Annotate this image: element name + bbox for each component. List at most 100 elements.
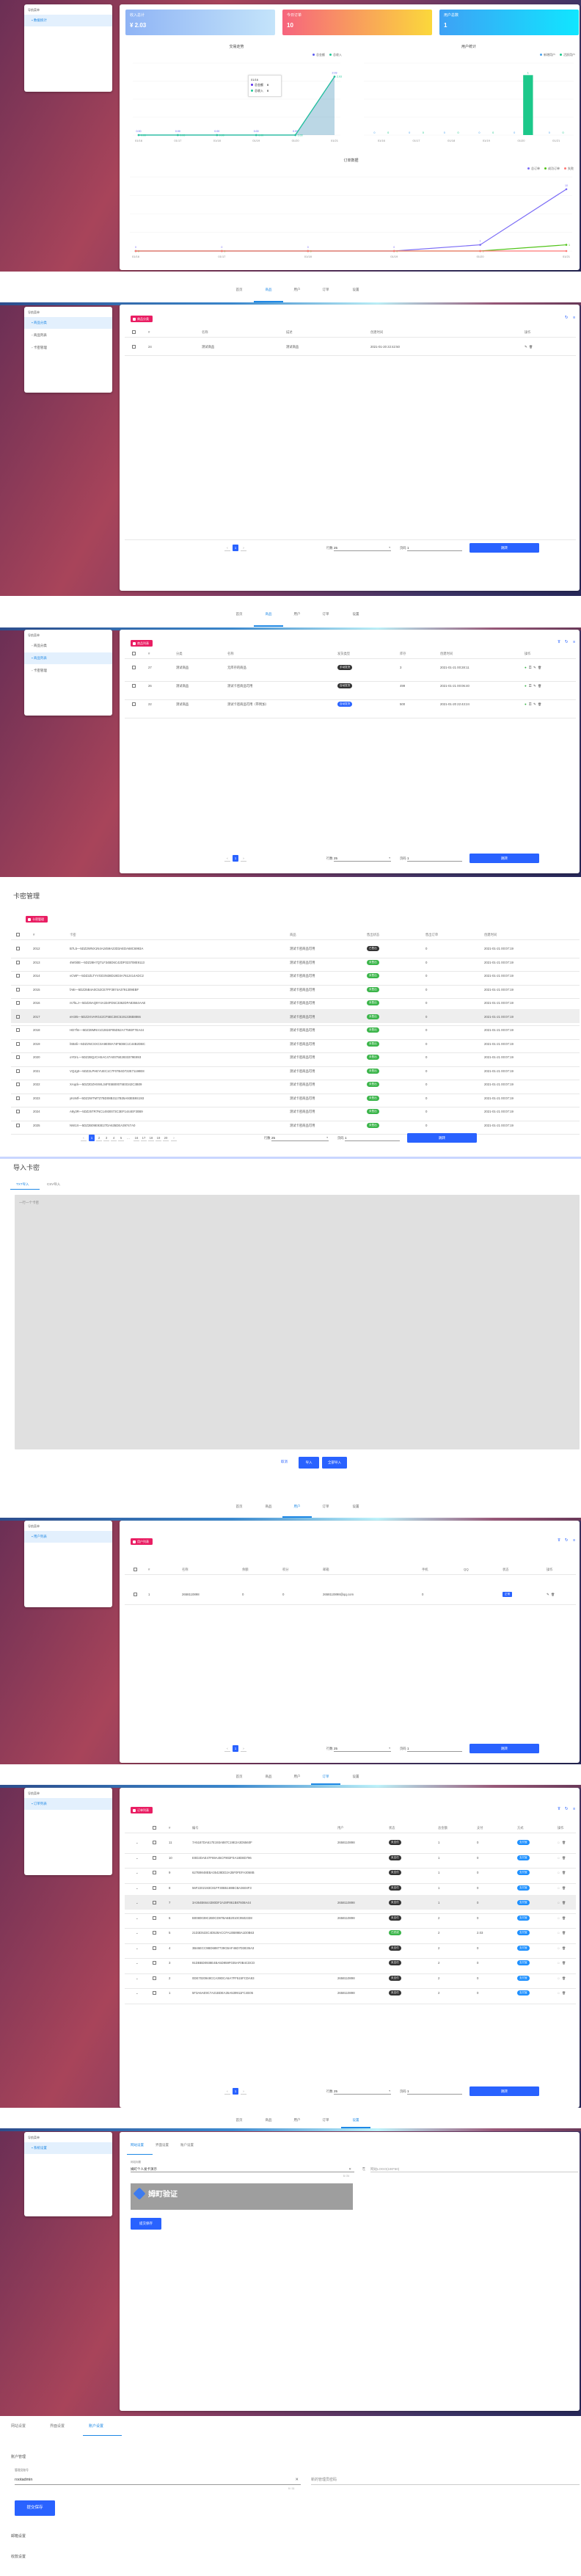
expand-chevron-icon[interactable]: ⌄ (136, 1946, 139, 1950)
sidebar-item[interactable]: ▪ 商品列表 (24, 652, 112, 664)
mail-settings-heading[interactable]: 邮箱设置 (11, 2534, 26, 2539)
page-number-input[interactable]: 1 (407, 855, 462, 862)
refresh-icon[interactable]: ↻ (565, 640, 569, 644)
view-icon[interactable]: ◌ (558, 1855, 560, 1860)
settings-tab[interactable]: 网站设置 (11, 2424, 26, 2428)
rows-per-page-select[interactable]: 25 ▾ (334, 2088, 391, 2095)
row-checkbox[interactable] (16, 1014, 20, 1019)
row-checkbox[interactable] (16, 1083, 20, 1086)
key-icon[interactable]: ⚿ (529, 666, 532, 669)
clear-icon[interactable]: ✕ (348, 2167, 351, 2171)
delete-icon[interactable]: 🗑 (562, 1885, 566, 1890)
next-page-button[interactable]: › (241, 545, 246, 551)
delete-icon[interactable]: 🗑 (538, 702, 542, 706)
row-checkbox[interactable] (16, 960, 20, 964)
refresh-icon[interactable]: ↻ (565, 1538, 569, 1543)
prev-page-button[interactable]: ‹ (81, 1135, 87, 1141)
row-checkbox[interactable] (153, 1901, 156, 1904)
nav-tab[interactable]: 首页 (235, 612, 243, 616)
page-button[interactable]: 17 (141, 1136, 147, 1141)
expand-chevron-icon[interactable]: ⌄ (136, 1931, 139, 1935)
row-checkbox[interactable] (16, 1001, 20, 1005)
row-checkbox[interactable] (153, 1915, 156, 1920)
row-checkbox[interactable] (132, 702, 136, 706)
admin-account-input[interactable]: rootadmin ✕ (15, 2477, 301, 2485)
page-button[interactable]: 1 (233, 1745, 238, 1752)
page-button[interactable]: 1 (233, 2088, 238, 2095)
row-checkbox[interactable] (132, 666, 136, 669)
expand-chevron-icon[interactable]: ⌄ (136, 1961, 139, 1965)
sidebar-item[interactable]: ▪ 订单列表 (24, 1798, 112, 1810)
logo-file-input[interactable]: 网站LOGO(190*50) (370, 2166, 578, 2172)
view-icon[interactable]: ◌ (558, 1901, 560, 1904)
settings-tab[interactable]: 界面设置 (50, 2424, 65, 2428)
next-page-button[interactable]: › (241, 1745, 246, 1752)
page-button[interactable]: 3 (103, 1135, 109, 1141)
row-checkbox[interactable] (153, 1991, 156, 1995)
legend-item[interactable]: 总订单 (527, 167, 540, 171)
card-keys-textarea[interactable]: 一行一个卡密 (15, 1195, 580, 1449)
legend-item[interactable]: 总金额 (313, 53, 325, 57)
enabled-status-icon[interactable]: ● (525, 702, 527, 706)
nav-tab[interactable]: 首页 (235, 288, 243, 292)
row-checkbox[interactable] (153, 1855, 156, 1860)
nav-tab[interactable]: 订单 (322, 288, 329, 292)
delete-icon[interactable]: 🗑 (562, 1915, 566, 1920)
nav-tab[interactable]: 首页 (235, 1504, 243, 1508)
row-checkbox[interactable] (16, 1110, 20, 1113)
page-number-input[interactable]: 1 (345, 1135, 400, 1141)
expand-chevron-icon[interactable]: ⌄ (136, 1901, 139, 1904)
import-tab[interactable]: TXT导入 (16, 1182, 29, 1186)
rows-per-page-select[interactable]: 25 ▾ (334, 855, 391, 862)
sidebar-item[interactable]: ◦ 卡密管理 (24, 342, 112, 354)
expand-chevron-icon[interactable]: ⌄ (136, 1871, 139, 1874)
page-button[interactable]: 4 (111, 1135, 117, 1141)
section-tag[interactable]: 商品分类 (131, 316, 153, 322)
payment-settings-heading[interactable]: 收款设置 (11, 2555, 26, 2559)
nav-tab[interactable]: 设置 (352, 2117, 359, 2122)
nav-tab[interactable]: 设置 (352, 612, 359, 616)
edit-icon[interactable]: ✎ (547, 1593, 549, 1596)
sidebar-item[interactable]: ◦ 商品列表 (24, 330, 112, 341)
jump-button[interactable]: 跳转 (469, 1744, 539, 1753)
row-checkbox[interactable] (132, 684, 136, 688)
page-button[interactable]: 2 (96, 1135, 102, 1141)
clear-icon[interactable]: ✕ (295, 2478, 299, 2482)
prev-page-button[interactable]: ‹ (224, 545, 230, 551)
section-tag[interactable]: 卡密管理 (26, 916, 48, 923)
sidebar-item[interactable]: ▪ 商品分类 (24, 317, 112, 329)
paperclip-icon[interactable]: ⎘ (362, 2167, 366, 2172)
nav-tab[interactable]: 设置 (352, 288, 359, 292)
row-checkbox[interactable] (153, 1841, 156, 1844)
nav-tab[interactable]: 首页 (235, 1774, 243, 1778)
section-tag[interactable]: 商品列表 (131, 640, 153, 647)
delete-icon[interactable]: 🗑 (562, 1961, 566, 1965)
refresh-icon[interactable]: ↻ (565, 1807, 569, 1811)
page-number-input[interactable]: 1 (407, 1745, 462, 1752)
settings-tab[interactable]: 账户设置 (180, 2143, 194, 2147)
row-checkbox[interactable] (153, 1871, 156, 1874)
delete-icon[interactable]: 🗑 (562, 1871, 566, 1874)
nav-tab[interactable]: 订单 (322, 1504, 329, 1508)
enabled-status-icon[interactable]: ● (525, 666, 527, 669)
view-icon[interactable]: ◌ (558, 1871, 560, 1874)
status-button[interactable]: 正常 (503, 1592, 513, 1597)
view-icon[interactable]: ◌ (558, 1915, 560, 1920)
view-icon[interactable]: ◌ (558, 1991, 560, 1995)
cancel-button[interactable]: 取消 (281, 1460, 288, 1463)
jump-button[interactable]: 跳转 (469, 2086, 539, 2096)
import-tab[interactable]: CSV导入 (47, 1182, 61, 1186)
row-checkbox[interactable] (16, 974, 20, 978)
row-checkbox[interactable] (153, 1976, 156, 1980)
row-checkbox[interactable] (16, 947, 20, 950)
legend-item[interactable]: 新增用户 (540, 53, 555, 57)
view-icon[interactable]: ◌ (558, 1946, 560, 1950)
delete-icon[interactable]: 🗑 (562, 1841, 566, 1844)
filter-icon[interactable]: ⊽ (558, 1807, 561, 1811)
row-checkbox[interactable] (16, 987, 20, 992)
edit-icon[interactable]: ✎ (525, 345, 527, 349)
select-all-checkbox[interactable] (153, 1826, 156, 1830)
row-checkbox[interactable] (153, 1946, 156, 1950)
delete-icon[interactable]: 🗑 (562, 1976, 566, 1980)
import-button[interactable]: 导入 (299, 1457, 319, 1469)
